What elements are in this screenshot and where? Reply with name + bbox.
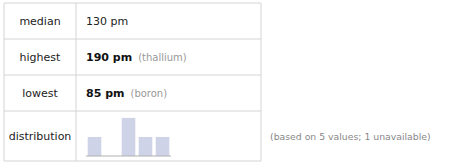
table-rule bbox=[4, 3, 5, 161]
footnote: (based on 5 values; 1 unavailable) bbox=[270, 131, 431, 142]
row-element: (thallium) bbox=[138, 52, 187, 63]
row-value: 85 pm bbox=[86, 87, 124, 100]
row-label: median bbox=[19, 15, 60, 28]
bar bbox=[139, 137, 153, 156]
bar bbox=[156, 137, 170, 156]
row-value: 190 pm bbox=[86, 51, 132, 64]
bar bbox=[122, 118, 136, 156]
bar bbox=[88, 137, 102, 156]
bars bbox=[88, 118, 170, 156]
row-label: highest bbox=[20, 51, 61, 64]
row-label: lowest bbox=[22, 87, 58, 100]
row-element: (boron) bbox=[130, 88, 167, 99]
row-value: 130 pm bbox=[86, 15, 128, 28]
table-rule bbox=[4, 161, 261, 162]
table-rule bbox=[4, 39, 261, 40]
table-rule bbox=[76, 3, 77, 161]
baseline bbox=[86, 156, 171, 157]
table-lines bbox=[4, 3, 261, 161]
chart: median 130 pm highest 190 pm (thallium) lowes… bbox=[0, 0, 451, 162]
table-rule bbox=[4, 3, 261, 4]
table-rule bbox=[4, 111, 261, 112]
table-rule bbox=[261, 3, 262, 161]
row-label: distribution bbox=[9, 130, 72, 143]
table-rule bbox=[4, 75, 261, 76]
